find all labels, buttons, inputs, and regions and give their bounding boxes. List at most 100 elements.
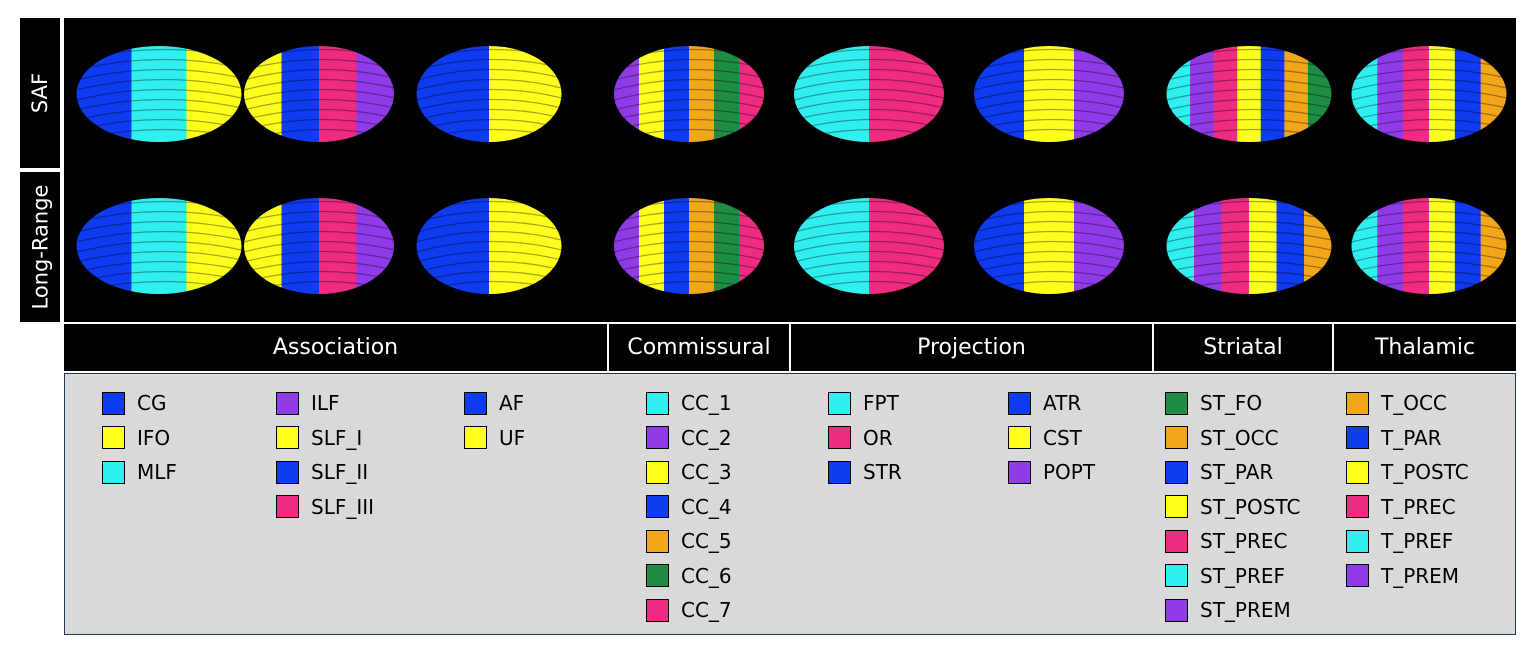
legend-item: POPT [1008, 455, 1095, 490]
legend-projection-col-1: FPT OR STR [828, 386, 902, 490]
tract-segment [1454, 46, 1482, 142]
fiber-streak [1166, 98, 1332, 111]
fiber-streak [1351, 260, 1507, 273]
legend-item: ST_PREF [1165, 559, 1300, 594]
tract-segment [1377, 198, 1405, 294]
legend-item: ST_OCC [1165, 421, 1300, 456]
fiber-streak [1351, 108, 1507, 121]
legend-label: CST [1043, 425, 1082, 450]
legend-item: CC_6 [646, 559, 732, 594]
legend-item: T_OCC [1346, 386, 1469, 421]
tract-segment [1166, 46, 1192, 142]
fiber-streak [974, 108, 1124, 121]
legend-item: STR [828, 455, 902, 490]
fiber-streak [244, 68, 394, 81]
tract-image-projection-2 [974, 46, 1124, 142]
legend-item: CG [102, 386, 177, 421]
legend-label: ILF [311, 391, 340, 416]
tract-segment [281, 198, 320, 294]
legend-label: CG [137, 391, 167, 416]
fiber-streak [76, 210, 242, 223]
category-commissural: Commissural [609, 324, 789, 371]
legend-label: ST_POSTC [1200, 494, 1301, 519]
legend-item: ST_FO [1165, 386, 1300, 421]
tractography-panel [64, 18, 1516, 322]
legend-label: ST_PAR [1200, 460, 1274, 485]
fiber-streak [1166, 220, 1332, 233]
legend-swatch [646, 391, 669, 415]
legend-item: CC_1 [646, 386, 732, 421]
tract-segment [1074, 46, 1124, 142]
category-striatal: Striatal [1154, 324, 1332, 371]
fiber-streak [1166, 68, 1332, 81]
legend-item: SLF_II [276, 455, 374, 490]
legend-association-col-1: CG IFO MLF [102, 386, 177, 490]
fiber-streak [1351, 58, 1507, 71]
fiber-streak [794, 230, 944, 243]
legend-swatch [1165, 460, 1188, 484]
tract-segment [1166, 198, 1195, 294]
fiber-streak [76, 108, 242, 121]
legend-item: OR [828, 421, 902, 456]
tract-segment [639, 46, 665, 142]
legend-swatch [1346, 460, 1369, 484]
legend-item: ST_PREM [1165, 593, 1300, 628]
tract-segment [714, 198, 740, 294]
legend-item: CC_2 [646, 421, 732, 456]
fiber-streak [614, 210, 764, 223]
tract-segment [281, 46, 320, 142]
tract-segment [714, 46, 740, 142]
fiber-streak [794, 58, 944, 71]
tract-image-association-2 [244, 46, 394, 142]
legend-swatch [646, 529, 669, 553]
legend-swatch [276, 426, 299, 450]
fiber-streak [244, 78, 394, 91]
legend-item: SLF_I [276, 421, 374, 456]
legend-item: ILF [276, 386, 374, 421]
legend-swatch [464, 426, 487, 450]
fiber-streak [974, 210, 1124, 223]
tract-segment [794, 46, 870, 142]
legend-thalamic-col-1: T_OCC T_PAR T_POSTC T_PREC T_PREF T_PREM [1346, 386, 1469, 593]
tract-image-projection-1 [794, 198, 944, 294]
legend-commissural-col-1: CC_1 CC_2 CC_3 CC_4 CC_5 CC_6 CC_7 [646, 386, 732, 628]
fiber-streak [1351, 240, 1507, 253]
tract-segment [1454, 198, 1482, 294]
fiber-streak [76, 88, 242, 101]
row-label-saf: SAF [20, 18, 60, 168]
fiber-streak [1351, 220, 1507, 233]
fiber-streak [974, 98, 1124, 111]
fiber-streak [416, 250, 562, 263]
fiber-streak [794, 260, 944, 273]
tract-segment [1284, 46, 1309, 142]
tract-segment [1403, 198, 1430, 294]
tract-segment [1351, 198, 1379, 294]
tract-segment [689, 198, 715, 294]
tract-image-association-2 [244, 198, 394, 294]
tract-image-association-3 [416, 198, 562, 294]
fiber-streak [76, 58, 242, 71]
legend-label: CC_6 [681, 563, 732, 588]
legend-swatch [1346, 495, 1369, 519]
legend-swatch [1346, 391, 1369, 415]
tract-segment [1024, 198, 1075, 294]
fiber-streak [1166, 240, 1332, 253]
fiber-streak [76, 220, 242, 233]
legend-item: AF [464, 386, 525, 421]
fiber-streak [1351, 68, 1507, 81]
fiber-streak [244, 260, 394, 273]
tract-image-association-3 [416, 46, 562, 142]
fiber-streak [1351, 78, 1507, 91]
fiber-streak [614, 88, 764, 101]
category-association-label: Association [272, 335, 399, 360]
fiber-streak [416, 230, 562, 243]
legend-label: ST_OCC [1200, 425, 1279, 450]
long-range-row [76, 198, 1507, 294]
legend-item: SLF_III [276, 490, 374, 525]
tract-segment [416, 46, 490, 142]
legend-label: CC_7 [681, 598, 732, 623]
legend-label: T_PREF [1381, 529, 1454, 554]
legend-swatch [1165, 495, 1188, 519]
tract-segment [1213, 46, 1239, 142]
fiber-streak [614, 68, 764, 81]
